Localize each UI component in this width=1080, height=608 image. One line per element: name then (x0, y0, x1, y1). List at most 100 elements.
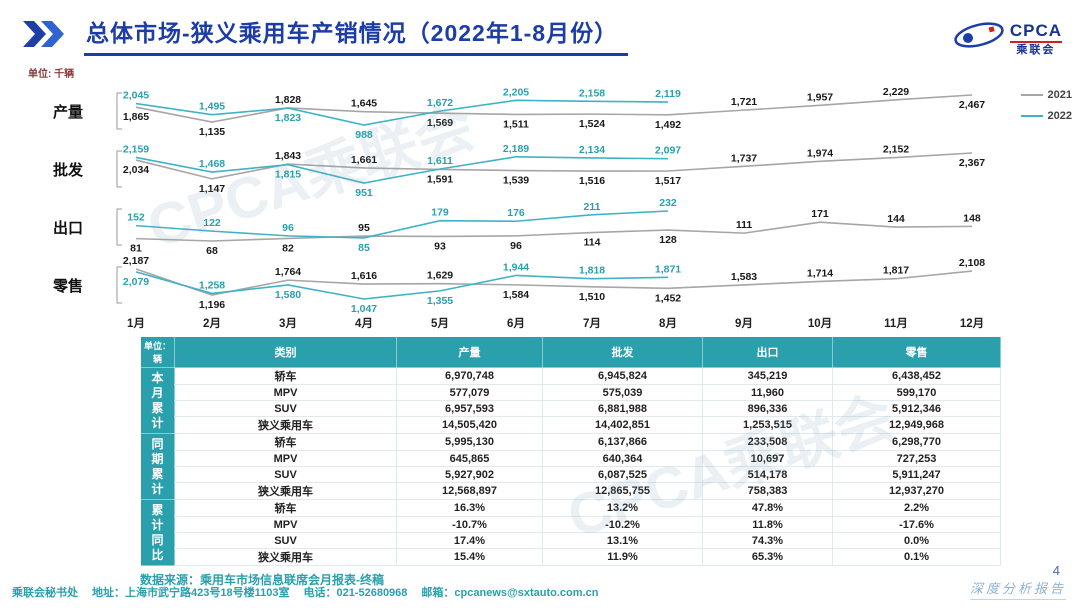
table-row: SUV 17.4% 13.1% 74.3% 0.0% (141, 532, 1001, 549)
value-cell: 12,568,897 (396, 482, 543, 500)
svg-text:988: 988 (355, 129, 373, 140)
svg-text:81: 81 (130, 243, 142, 255)
value-cell: 15.4% (396, 548, 543, 566)
svg-text:1,611: 1,611 (427, 155, 453, 167)
svg-text:1,517: 1,517 (655, 175, 681, 187)
svg-text:1,616: 1,616 (351, 270, 377, 282)
svg-text:1,721: 1,721 (731, 96, 757, 108)
value-cell: -10.7% (396, 516, 543, 533)
value-cell: 6,945,824 (542, 367, 703, 385)
svg-text:1,817: 1,817 (883, 265, 909, 277)
value-cell: 11.9% (542, 548, 703, 566)
svg-text:7月: 7月 (583, 317, 601, 330)
value-cell: 645,865 (396, 450, 543, 467)
category-cell: 轿车 (174, 499, 397, 517)
svg-text:2,159: 2,159 (123, 143, 149, 155)
value-cell: 10,697 (702, 450, 833, 467)
svg-text:4月: 4月 (355, 317, 373, 330)
svg-text:9月: 9月 (735, 317, 753, 330)
svg-text:1,468: 1,468 (199, 158, 225, 170)
row-group-label: 累计同比 (140, 499, 175, 566)
value-cell: 727,253 (832, 450, 1001, 467)
table-row: SUV 5,927,902 6,087,525 514,178 5,911,247 (141, 466, 1001, 483)
svg-text:1,524: 1,524 (579, 118, 605, 130)
svg-text:1,355: 1,355 (427, 295, 453, 307)
category-cell: 狭义乘用车 (174, 482, 397, 500)
svg-text:2,034: 2,034 (123, 164, 149, 176)
value-cell: 12,937,270 (832, 482, 1001, 500)
svg-text:1,580: 1,580 (275, 289, 301, 301)
svg-text:179: 179 (431, 207, 449, 219)
footer-report-type: 深度分析报告 (969, 578, 1066, 600)
svg-text:2,152: 2,152 (883, 144, 909, 156)
value-cell: 896,336 (702, 400, 833, 417)
svg-text:96: 96 (510, 240, 522, 252)
footer-contact: 乘联会秘书处 地址：上海市武宁路423号18号楼1103室 电话：021-526… (12, 584, 598, 600)
category-cell: 轿车 (174, 367, 397, 385)
value-cell: 5,911,247 (832, 466, 1001, 483)
value-cell: 17.4% (396, 532, 543, 549)
svg-text:68: 68 (206, 245, 218, 256)
svg-text:114: 114 (584, 237, 601, 249)
svg-text:1,871: 1,871 (655, 263, 681, 275)
legend-label-2022: 2022 (1047, 110, 1072, 122)
table-row: MPV 645,865 640,364 10,697 727,253 (141, 450, 1001, 467)
svg-text:2,367: 2,367 (959, 157, 985, 169)
category-cell: SUV (174, 400, 397, 417)
svg-text:232: 232 (659, 198, 677, 209)
value-cell: 6,087,525 (542, 466, 703, 483)
col-header-wholesale: 批发 (542, 336, 703, 368)
svg-text:1,815: 1,815 (275, 169, 301, 181)
chart-row: 批发 2,159 2,034 1,468 1,147 1,843 1,815 1,661 951… (26, 140, 1080, 198)
svg-text:8月: 8月 (659, 317, 677, 330)
charts: 产量 2,045 1,865 1,495 1,135 1,828 1,823 1,645 988… (26, 82, 1080, 332)
category-cell: MPV (174, 516, 397, 533)
table-row: 狭义乘用车 12,568,897 12,865,755 758,383 12,937,2… (141, 482, 1001, 500)
metric-label: 出口 (52, 219, 83, 237)
svg-text:1,661: 1,661 (351, 154, 377, 166)
table-row: MPV -10.7% -10.2% 11.8% -17.6% (141, 516, 1001, 533)
summary-table-body: 本月累计轿车 6,970,748 6,945,824 345,219 6,438,452… (140, 367, 1001, 566)
line-chart: 2,045 1,865 1,495 1,135 1,828 1,823 1,645 988 1,… (116, 86, 985, 140)
cpca-logo: CPCA 乘联会 (952, 16, 1062, 61)
svg-text:1,539: 1,539 (503, 175, 529, 187)
value-cell: 12,865,755 (542, 482, 703, 500)
logo-brand-label: CPCA (1009, 20, 1062, 40)
value-cell: 0.0% (832, 532, 1001, 549)
svg-text:211: 211 (584, 201, 601, 213)
value-cell: 13.2% (542, 499, 703, 517)
table-unit-header: 单位：辆 (140, 336, 175, 368)
category-cell: MPV (174, 450, 397, 467)
value-cell: 599,170 (832, 384, 1001, 401)
table-row: 狭义乘用车 14,505,420 14,402,851 1,253,515 12,949… (141, 416, 1001, 434)
table-row: SUV 6,957,593 6,881,988 896,336 5,912,346 (141, 400, 1001, 417)
value-cell: 5,927,902 (396, 466, 543, 483)
svg-text:1,714: 1,714 (807, 267, 833, 279)
row-group-label: 本月累计 (140, 367, 175, 434)
chart-row: 零售 2,187 2,079 1,258 1,196 1,764 1,580 1,616 1,0… (26, 256, 1080, 314)
svg-text:2,097: 2,097 (655, 145, 681, 157)
value-cell: 65.3% (702, 548, 833, 566)
svg-text:2,467: 2,467 (959, 99, 985, 111)
logo-sub-label: 乘联会 (1016, 43, 1056, 56)
chart-legend: 2021 2022 (1020, 89, 1072, 122)
svg-text:1,492: 1,492 (655, 119, 681, 131)
svg-text:82: 82 (282, 242, 294, 254)
svg-text:1,591: 1,591 (427, 173, 453, 185)
svg-text:1,135: 1,135 (199, 126, 225, 138)
svg-text:1,629: 1,629 (427, 270, 453, 282)
svg-text:85: 85 (358, 242, 370, 254)
svg-text:12月: 12月 (960, 317, 984, 330)
value-cell: 6,137,866 (542, 433, 703, 451)
category-cell: 轿车 (174, 433, 397, 451)
summary-table: 单位：辆 类别 产量 批发 出口 零售 本月累计轿车 6,970,748 6,945… (140, 336, 1001, 566)
line-chart: 2,187 2,079 1,258 1,196 1,764 1,580 1,616 1,047… (116, 256, 985, 314)
row-group-label: 同期累计 (140, 433, 175, 500)
value-cell: 47.8% (702, 499, 833, 517)
table-row: MPV 577,079 575,039 11,960 599,170 (141, 384, 1001, 401)
value-cell: 2.2% (832, 499, 1001, 517)
svg-text:1月: 1月 (127, 317, 145, 330)
table-row: 累计同比轿车 16.3% 13.2% 47.8% 2.2% (140, 499, 1001, 566)
legend-item-2021: 2021 (1020, 89, 1072, 101)
col-header-retail: 零售 (832, 336, 1001, 368)
